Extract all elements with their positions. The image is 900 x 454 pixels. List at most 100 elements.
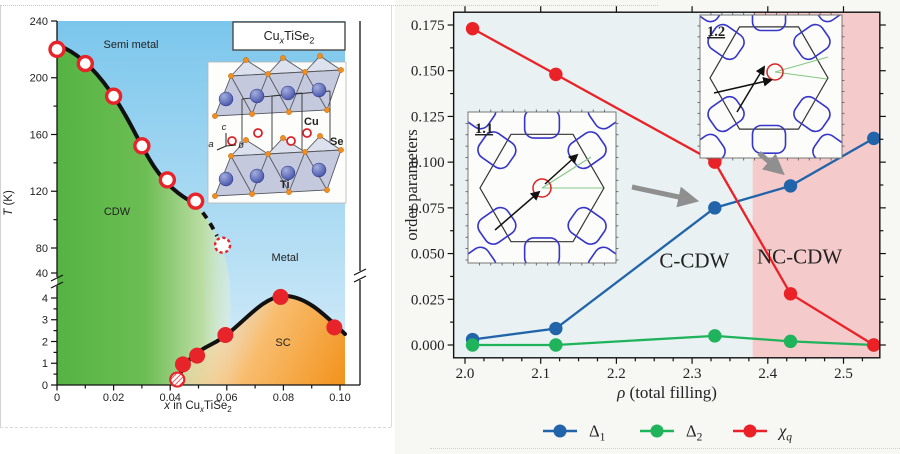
legend-marker-Δ2 bbox=[650, 424, 664, 438]
order-parameter-panel: C-CDW NC-CDW 1.1 1.2 2.0 2.1 2.2 2.3 2.4 2.5 0.000… bbox=[402, 6, 886, 444]
cdw-wavevector-arrow bbox=[494, 190, 541, 231]
data-point-Delta1 bbox=[867, 131, 881, 146]
crystal-top-slab bbox=[214, 55, 343, 117]
left-panel-ticks: 0 0.02 0.04 0.06 0.08 0.102402001601208040432… bbox=[30, 16, 351, 404]
x-tick-label: 0.02 bbox=[103, 392, 124, 404]
gamma-point-circle bbox=[532, 178, 552, 198]
fermi-pocket bbox=[567, 206, 607, 245]
compound-title-text: CuxTiSe2 bbox=[264, 29, 315, 46]
data-point-Delta1 bbox=[549, 321, 563, 336]
sc-filled-circle-point bbox=[272, 288, 289, 305]
fermi-pocket bbox=[700, 133, 726, 158]
data-point-Delta2 bbox=[783, 334, 798, 349]
y-tick-label: 240 bbox=[30, 16, 48, 28]
axis-break-marks bbox=[50, 268, 367, 289]
legend-label-Δ2: Δ2 bbox=[686, 422, 703, 444]
cdw-dashed-circle-point bbox=[213, 236, 232, 254]
data-point-Delta1 bbox=[783, 179, 798, 193]
fermi-surface-inset-1.2: 1.2 bbox=[697, 12, 845, 161]
fermi-surface-inset-1.1: 1.1 bbox=[465, 109, 619, 266]
right-y-axis-title: order parameters bbox=[402, 129, 421, 240]
x-title-rest: (total filling) bbox=[625, 383, 717, 402]
x-tick-label: 0.10 bbox=[329, 392, 350, 404]
fermi-pocket bbox=[468, 246, 497, 263]
y-break-tick-label: 40 bbox=[36, 268, 48, 280]
order-parameter-plot: C-CDW NC-CDW 1.1 1.2 2.0 2.1 2.2 2.3 2.4 2.5 0.000… bbox=[411, 6, 886, 382]
y-tick-label: 2 bbox=[42, 336, 48, 348]
x-tick-label: 0 bbox=[54, 392, 60, 404]
fermi-pocket bbox=[812, 15, 842, 23]
crystal-ti-atoms bbox=[218, 82, 327, 187]
fermi-pocket bbox=[468, 112, 497, 130]
x-tick-label: 0.04 bbox=[159, 392, 180, 404]
data-point-Delta1 bbox=[708, 201, 722, 215]
legend-marker-Δ1 bbox=[553, 424, 567, 438]
y-tick-label: 0.100 bbox=[411, 155, 445, 171]
left-figure-left-edge bbox=[0, 6, 1, 427]
cdw-wavevector-arrow bbox=[713, 76, 773, 94]
x-tick-label: 2.2 bbox=[607, 366, 626, 382]
crystal-se-atoms bbox=[212, 53, 344, 199]
crystal-axis-triad bbox=[216, 133, 237, 151]
fermi-pocket bbox=[477, 131, 517, 170]
fermi-pocket bbox=[812, 133, 842, 158]
y-tick-label: 3 bbox=[42, 315, 48, 327]
title-pre: Cu bbox=[264, 29, 280, 43]
x-title-rho: ρ bbox=[616, 383, 625, 402]
inset-content bbox=[468, 112, 616, 263]
data-point-Delta2 bbox=[549, 338, 563, 352]
fermi-pocket bbox=[587, 246, 616, 263]
y-tick-label: 0.125 bbox=[411, 109, 445, 125]
sc-filled-circle-point bbox=[174, 356, 191, 373]
inset-content bbox=[700, 15, 842, 158]
y-tick-label: 0.000 bbox=[411, 338, 445, 354]
x-title-mid: in Cu bbox=[170, 400, 200, 412]
fermi-pocket bbox=[523, 112, 561, 139]
region-label-cdw: CDW bbox=[104, 206, 131, 218]
inset-label: 1.2 bbox=[707, 24, 725, 40]
crystal-ti-label: Ti bbox=[280, 179, 290, 191]
data-point-chi_q bbox=[708, 155, 722, 169]
region-label-sc: SC bbox=[275, 337, 290, 349]
cdw-open-circle-point bbox=[133, 137, 151, 155]
left-y-axis-title: T (K) bbox=[3, 190, 15, 216]
sc-filled-circle-point bbox=[189, 347, 206, 364]
phase-diagram-panel: 0 0.02 0.04 0.06 0.08 0.102402001601208040432… bbox=[3, 16, 367, 414]
cdw-region bbox=[57, 45, 231, 385]
title-mid: TiSe bbox=[284, 29, 309, 43]
right-x-axis-title: ρ (total filling) bbox=[616, 383, 717, 402]
legend-marker-χq bbox=[743, 424, 757, 438]
y-tick-label: 0.050 bbox=[411, 247, 445, 263]
x-title-mid2: TiSe bbox=[204, 400, 227, 412]
fermi-pocket bbox=[793, 23, 831, 61]
data-point-Delta2 bbox=[708, 329, 722, 343]
left-figure-right-edge bbox=[391, 6, 392, 427]
fermi-pocket bbox=[751, 124, 787, 155]
data-point-chi_q bbox=[465, 21, 480, 36]
annotation-arrow bbox=[631, 184, 700, 208]
crystal-cu-label: Cu bbox=[304, 116, 319, 128]
chart-legend: Δ1 Δ2 χq bbox=[543, 422, 792, 444]
left-panel-region-labels: Semi metal CDW Metal SC bbox=[103, 39, 298, 349]
data-point-chi_q bbox=[867, 338, 881, 352]
left-panel-axes bbox=[56, 21, 361, 386]
inset-frame bbox=[699, 14, 843, 159]
y-tick-label: 0.175 bbox=[411, 18, 445, 34]
page-top-dotted-edge bbox=[0, 5, 658, 6]
x-tick-label: 2.3 bbox=[683, 366, 702, 382]
sc-filled-circle-point bbox=[326, 319, 343, 336]
annotation-arrow bbox=[757, 151, 785, 176]
gamma-point-circle bbox=[766, 63, 784, 81]
x-title-symbol: x bbox=[163, 400, 171, 412]
cdw-open-circle-point bbox=[76, 54, 95, 73]
fermi-pocket bbox=[523, 237, 561, 263]
y-tick-label: 120 bbox=[30, 186, 48, 198]
data-point-chi_q bbox=[783, 287, 798, 301]
nesting-vector-line bbox=[774, 56, 829, 73]
legend-label-Δ1: Δ1 bbox=[589, 422, 606, 444]
y-title-rest: (K) bbox=[3, 190, 15, 209]
cdw-open-circle-point bbox=[186, 192, 205, 210]
title-sub1: x bbox=[279, 36, 285, 46]
left-panel-data-points bbox=[48, 40, 343, 388]
